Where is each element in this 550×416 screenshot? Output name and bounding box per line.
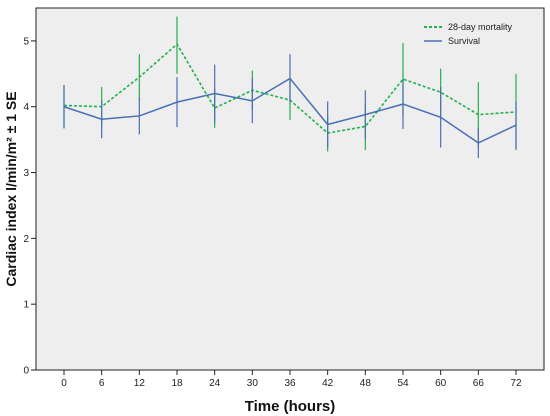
y-tick-label: 5 — [23, 36, 29, 47]
x-tick-label: 12 — [134, 378, 146, 389]
series-layer — [63, 16, 517, 159]
x-tick-label: 48 — [360, 378, 372, 389]
legend-label: Survival — [448, 36, 480, 46]
y-tick-label: 0 — [23, 366, 29, 377]
y-axis-ticks: 0 1 2 3 4 5 — [23, 36, 36, 377]
x-tick-label: 6 — [99, 378, 105, 389]
x-tick-label: 0 — [61, 378, 67, 389]
legend: 28-day mortality Survival — [424, 22, 513, 46]
legend-label: 28-day mortality — [448, 22, 513, 32]
x-tick-label: 24 — [209, 378, 221, 389]
x-tick-label: 18 — [171, 378, 183, 389]
y-axis-title: Cardiac index l/min/m² ± 1 SE — [3, 91, 19, 286]
x-tick-label: 60 — [435, 378, 447, 389]
x-tick-label: 30 — [247, 378, 259, 389]
x-tick-label: 36 — [284, 378, 296, 389]
x-tick-label: 42 — [322, 378, 334, 389]
x-tick-label: 72 — [510, 378, 522, 389]
x-tick-label: 54 — [397, 378, 409, 389]
x-tick-label: 66 — [473, 378, 485, 389]
y-tick-label: 2 — [23, 234, 29, 245]
x-axis-title: Time (hours) — [245, 398, 336, 415]
y-tick-label: 3 — [23, 168, 29, 179]
series-survival — [63, 54, 517, 159]
y-tick-label: 1 — [23, 300, 29, 311]
y-tick-label: 4 — [23, 102, 29, 113]
series-line — [63, 77, 517, 144]
x-axis-ticks: 0 6 12 18 24 30 36 42 48 54 60 66 72 — [61, 370, 522, 389]
